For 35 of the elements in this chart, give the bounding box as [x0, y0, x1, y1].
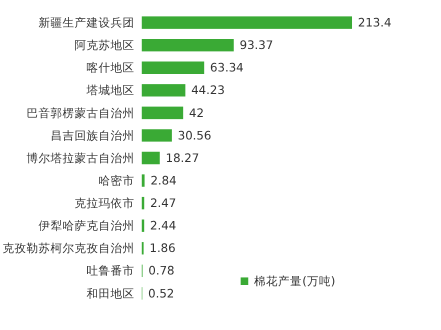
data-label: 2.47 [150, 196, 176, 210]
data-label: 93.37 [240, 38, 274, 52]
y-tick-label: 昌吉回族自治州 [50, 128, 134, 142]
y-tick-label: 和田地区 [86, 286, 134, 300]
y-tick-label: 新疆生产建设兵团 [38, 16, 134, 30]
y-tick-label: 哈密市 [98, 173, 134, 188]
data-label: 30.56 [178, 128, 212, 142]
bar [142, 106, 184, 120]
y-tick-label: 克拉玛依市 [74, 196, 134, 210]
y-tick-label: 吐鲁番市 [86, 264, 134, 278]
legend-label: 棉花产量(万吨) [254, 274, 336, 288]
data-label: 42 [189, 106, 204, 120]
y-tick-label: 克孜勒苏柯尔克孜自治州 [2, 241, 134, 256]
bar [142, 62, 204, 74]
y-tick-label: 塔城地区 [85, 83, 134, 98]
data-label: 44.23 [191, 83, 225, 98]
y-tick-label: 巴音郭楞蒙古自治州 [26, 106, 134, 120]
y-tick-label: 阿克苏地区 [74, 38, 134, 52]
data-label: 213.4 [358, 16, 392, 30]
data-label: 18.27 [166, 150, 200, 165]
data-label: 63.34 [210, 60, 244, 75]
y-tick-label: 喀什地区 [86, 60, 134, 75]
data-label: 2.84 [150, 173, 177, 188]
bar [142, 16, 352, 29]
data-label: 1.86 [149, 241, 176, 256]
bar [142, 84, 186, 97]
y-tick-label: 博尔塔拉蒙古自治州 [26, 150, 134, 165]
bar [142, 174, 145, 187]
data-label: 0.52 [148, 286, 174, 300]
data-label: 0.78 [148, 264, 175, 278]
bar [142, 129, 172, 142]
bar [142, 152, 160, 164]
data-label: 2.44 [150, 218, 176, 233]
y-tick-label: 伊犁哈萨克自治州 [38, 218, 134, 233]
bar [142, 38, 234, 52]
